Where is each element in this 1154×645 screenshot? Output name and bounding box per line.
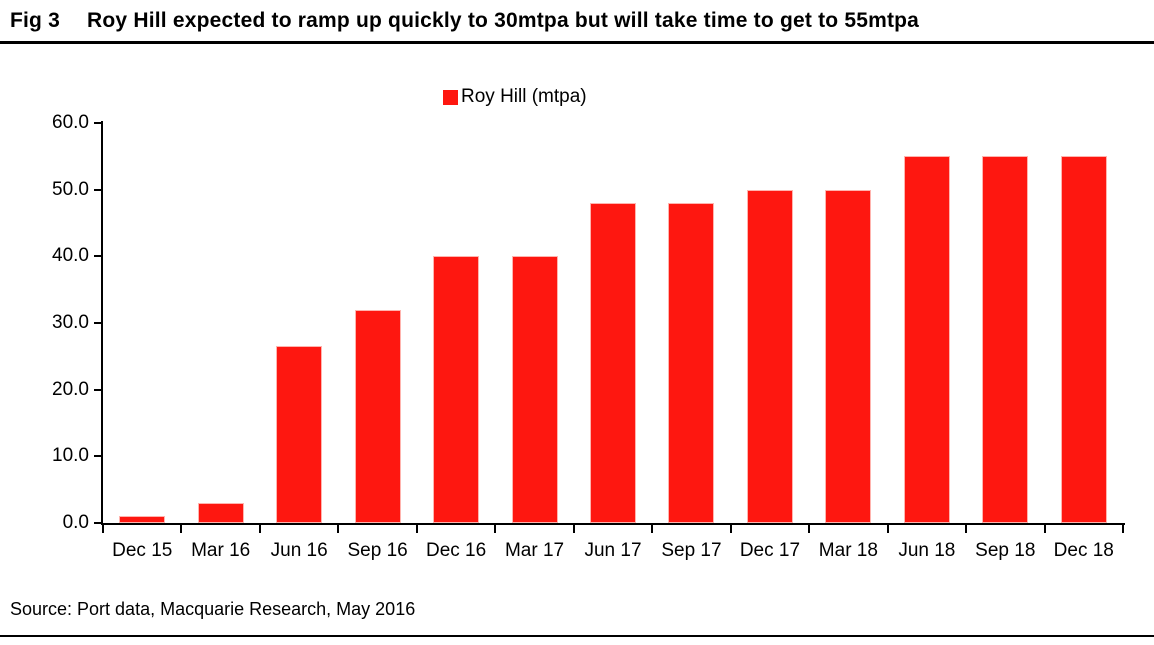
x-tick-label: Mar 18	[818, 540, 878, 561]
bar-jun-16	[276, 346, 323, 523]
bar-sep-17	[668, 203, 715, 523]
y-axis-tick	[94, 388, 101, 391]
plot-area	[103, 123, 1123, 523]
bar-sep-18	[982, 156, 1029, 523]
y-axis-tick	[94, 188, 101, 191]
figure-title-row: Fig 3 Roy Hill expected to ramp up quickl…	[10, 9, 919, 33]
legend-swatch-icon	[443, 89, 458, 105]
y-axis-tick	[94, 455, 101, 458]
y-tick-label: 50.0	[52, 178, 89, 200]
x-axis-tick	[572, 525, 575, 533]
bar-jun-18	[903, 156, 950, 523]
chart-legend: Roy Hill (mtpa)	[443, 84, 587, 110]
y-axis-tick	[94, 522, 101, 524]
y-tick-label: 0.0	[62, 512, 89, 533]
bar-dec-15	[119, 516, 166, 523]
bar-dec-17	[746, 189, 793, 523]
x-tick-label: Dec 15	[112, 540, 173, 561]
x-axis-tick	[102, 525, 104, 533]
x-axis-tick	[415, 525, 418, 533]
x-axis-ticks	[102, 525, 1125, 533]
figure-number: Fig 3	[10, 9, 61, 32]
bar-dec-18	[1060, 156, 1107, 523]
x-axis-tick	[1043, 525, 1046, 533]
y-axis-line	[101, 121, 103, 525]
figure-header: Fig 3 Roy Hill expected to ramp up quickl…	[0, 0, 1154, 44]
bar-mar-17	[511, 256, 558, 523]
x-tick-label: Dec 17	[739, 540, 801, 561]
y-tick-label: 30.0	[52, 312, 89, 333]
bar-mar-16	[197, 503, 244, 523]
x-axis-tick	[808, 525, 811, 533]
bar-jun-17	[590, 203, 636, 523]
x-axis-tick	[965, 525, 968, 533]
x-tick-label: Mar 17	[504, 540, 565, 561]
x-axis-tick	[337, 525, 340, 533]
bar-sep-16	[354, 309, 401, 523]
x-tick-label: Sep 18	[975, 540, 1036, 561]
y-tick-label: 40.0	[52, 245, 89, 267]
bar-mar-18	[825, 189, 872, 523]
source-note: Source: Port data, Macquarie Research, M…	[10, 599, 416, 619]
x-axis-tick	[651, 525, 654, 533]
x-tick-label: Mar 16	[191, 540, 251, 561]
x-axis-tick	[258, 525, 261, 533]
x-tick-label: Dec 16	[425, 540, 487, 561]
legend-label: Roy Hill (mtpa)	[461, 86, 587, 107]
x-tick-label: Jun 17	[584, 540, 642, 561]
figure-title: Roy Hill expected to ramp up quickly to …	[87, 9, 920, 32]
bottom-rule	[0, 635, 1154, 637]
x-axis-tick	[729, 525, 732, 533]
x-axis-line	[101, 523, 1125, 525]
x-tick-label: Dec 18	[1053, 540, 1114, 561]
y-tick-label: 60.0	[52, 112, 89, 133]
bar-dec-16	[433, 256, 480, 523]
y-axis: 0.0 10.0 20.0 30.0 40.0 50.0 60.0	[0, 112, 103, 533]
y-axis-tick	[94, 255, 101, 258]
y-axis-tick	[94, 322, 101, 324]
x-axis-tick	[494, 525, 497, 533]
x-axis-tick	[886, 525, 889, 533]
y-tick-label: 10.0	[52, 445, 89, 467]
y-tick-label: 20.0	[52, 378, 89, 400]
x-tick-label: Jun 18	[898, 540, 956, 561]
x-tick-label: Sep 16	[347, 540, 408, 561]
x-axis-tick	[1122, 525, 1124, 533]
x-tick-label: Sep 17	[661, 540, 722, 561]
y-axis-tick	[94, 122, 101, 124]
x-tick-label: Jun 16	[270, 540, 328, 561]
x-axis-tick	[180, 525, 183, 533]
x-axis-labels: Dec 15 Mar 16 Jun 16 Sep 16 Dec 16 Mar 17 Jun …	[103, 540, 1123, 564]
